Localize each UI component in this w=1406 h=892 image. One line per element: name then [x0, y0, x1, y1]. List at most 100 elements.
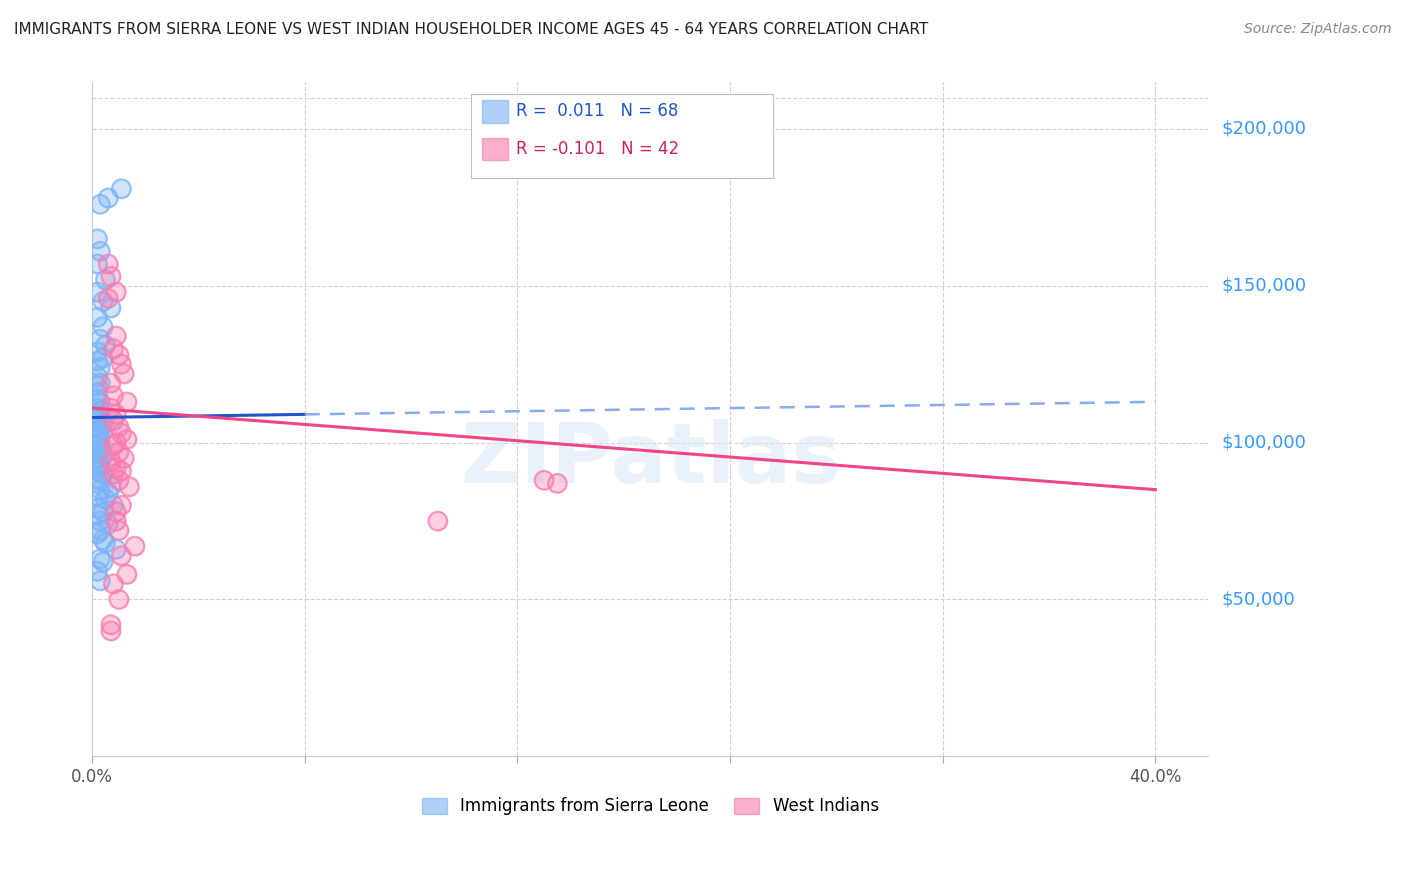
Point	[86, 489, 108, 503]
Point	[89, 376, 111, 390]
Point	[118, 479, 141, 493]
Point	[105, 460, 128, 475]
Point	[107, 524, 129, 538]
Text: R =  0.011   N = 68: R = 0.011 N = 68	[516, 103, 678, 120]
Point	[105, 514, 128, 528]
Point	[110, 181, 132, 195]
Point	[86, 344, 108, 359]
Point	[86, 379, 108, 393]
Point	[86, 433, 108, 447]
Text: $200,000: $200,000	[1222, 120, 1306, 138]
Point	[89, 429, 111, 443]
Point	[426, 514, 449, 528]
Point	[94, 536, 117, 550]
Point	[115, 433, 138, 447]
Point	[89, 435, 111, 450]
Point	[103, 342, 125, 356]
Point	[97, 485, 120, 500]
Point	[86, 476, 108, 491]
Point	[86, 285, 108, 299]
Point	[546, 476, 568, 491]
Point	[91, 467, 114, 481]
Point	[89, 394, 111, 409]
Point	[103, 388, 125, 402]
Point	[533, 473, 555, 487]
Point	[97, 257, 120, 271]
Point	[89, 574, 111, 588]
Point	[89, 514, 111, 528]
Point	[112, 367, 135, 381]
Point	[89, 197, 111, 211]
Point	[100, 301, 122, 315]
Point	[112, 451, 135, 466]
Point	[91, 533, 114, 547]
Point	[89, 410, 111, 425]
Point	[89, 473, 111, 487]
Text: R = -0.101   N = 42: R = -0.101 N = 42	[516, 140, 679, 158]
Point	[107, 420, 129, 434]
Point	[86, 257, 108, 271]
Point	[110, 549, 132, 563]
Point	[86, 414, 108, 428]
Point	[110, 464, 132, 478]
Point	[91, 505, 114, 519]
Text: Source: ZipAtlas.com: Source: ZipAtlas.com	[1244, 22, 1392, 37]
Point	[86, 439, 108, 453]
Point	[100, 454, 122, 468]
Point	[86, 458, 108, 472]
Point	[103, 439, 125, 453]
Point	[91, 505, 114, 519]
Point	[86, 257, 108, 271]
Point	[91, 294, 114, 309]
Point	[91, 351, 114, 365]
Point	[89, 483, 111, 497]
Point	[89, 514, 111, 528]
Point	[97, 291, 120, 305]
Point	[89, 404, 111, 418]
Point	[94, 338, 117, 352]
Point	[86, 489, 108, 503]
Point	[89, 404, 111, 418]
Point	[107, 473, 129, 487]
Point	[91, 555, 114, 569]
Point	[91, 294, 114, 309]
Point	[94, 536, 117, 550]
Point	[89, 473, 111, 487]
Point	[86, 385, 108, 400]
Text: $100,000: $100,000	[1222, 434, 1306, 451]
Point	[110, 357, 132, 371]
Point	[107, 592, 129, 607]
Point	[533, 473, 555, 487]
Point	[89, 524, 111, 538]
Point	[107, 445, 129, 459]
Point	[100, 401, 122, 416]
Point	[546, 476, 568, 491]
Point	[110, 181, 132, 195]
Point	[103, 499, 125, 513]
Point	[86, 369, 108, 384]
Point	[110, 499, 132, 513]
Point	[100, 617, 122, 632]
Point	[124, 539, 146, 553]
Point	[89, 435, 111, 450]
Point	[91, 351, 114, 365]
Point	[115, 567, 138, 582]
Point	[86, 414, 108, 428]
Point	[91, 417, 114, 431]
Point	[89, 410, 111, 425]
Point	[89, 483, 111, 497]
Point	[86, 426, 108, 441]
Point	[86, 420, 108, 434]
Point	[91, 319, 114, 334]
Point	[86, 426, 108, 441]
Point	[110, 499, 132, 513]
Point	[103, 414, 125, 428]
Point	[97, 291, 120, 305]
Point	[103, 576, 125, 591]
Point	[86, 433, 108, 447]
Point	[86, 526, 108, 541]
Point	[110, 464, 132, 478]
Point	[89, 360, 111, 375]
Point	[86, 408, 108, 422]
Point	[94, 272, 117, 286]
